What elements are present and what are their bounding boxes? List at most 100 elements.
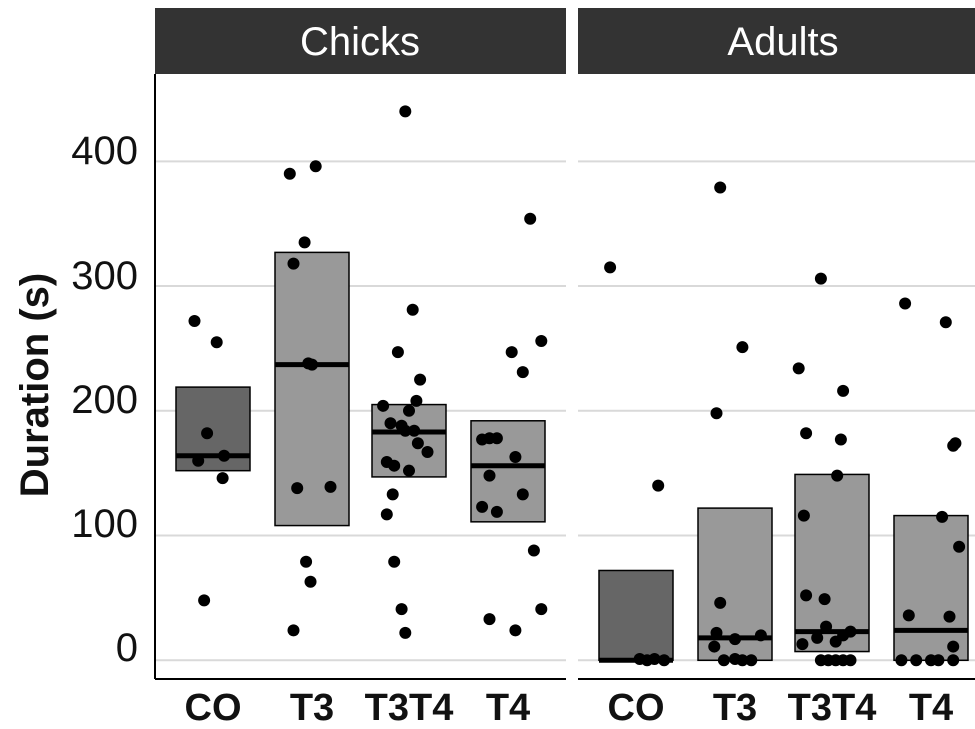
data-point-adults-t3t4-8 — [818, 593, 831, 606]
y-tick-label-300: 300 — [71, 254, 138, 298]
data-point-chicks-t3t4-12 — [421, 445, 434, 458]
box-adults-co — [598, 569, 674, 662]
data-point-adults-t3t4-0 — [814, 272, 827, 285]
x-tick-label-adults-co: CO — [608, 687, 665, 729]
data-point-adults-t3t4-9 — [796, 638, 809, 651]
data-point-adults-t3-9 — [745, 654, 758, 667]
data-point-chicks-t4-14 — [483, 613, 496, 626]
data-point-adults-t3-5 — [710, 626, 723, 639]
data-point-adults-t4-5 — [953, 540, 966, 553]
data-point-chicks-t4-11 — [516, 488, 529, 501]
data-point-adults-t3t4-4 — [834, 433, 847, 446]
facet-title-adults: Adults — [727, 20, 838, 64]
data-point-chicks-t4-3 — [516, 366, 529, 379]
data-point-chicks-co-6 — [198, 594, 211, 607]
y-tick-label-100: 100 — [71, 502, 138, 546]
x-ticks-chicks: CO T3 T3T4 T4 — [185, 687, 531, 729]
data-point-chicks-t4-15 — [509, 624, 522, 637]
data-point-chicks-t3t4-16 — [386, 488, 399, 501]
data-point-chicks-t3-3 — [287, 257, 300, 270]
box-adults-t3t4 — [794, 473, 870, 653]
data-point-chicks-t4-12 — [527, 544, 540, 557]
data-point-chicks-t3-1 — [309, 160, 322, 173]
data-point-adults-t3t4-10 — [811, 631, 824, 644]
data-point-adults-t4-3 — [949, 437, 962, 450]
data-point-chicks-t3-2 — [298, 236, 311, 249]
data-point-chicks-t4-0 — [505, 346, 518, 359]
data-point-adults-t3t4-5 — [831, 469, 844, 482]
data-point-chicks-t3t4-5 — [403, 404, 415, 417]
data-point-adults-t4-13 — [925, 654, 937, 667]
data-point-adults-t3-0 — [714, 181, 727, 194]
x-tick-label-adults-t4: T4 — [909, 687, 953, 729]
data-point-adults-t3-10 — [754, 629, 767, 642]
data-point-adults-t3t4-7 — [800, 589, 813, 602]
data-point-chicks-t4-6 — [490, 432, 503, 445]
data-point-adults-t3-8 — [736, 654, 749, 667]
facet-panel-adults: Adults CO T3 T3T4 T4 — [578, 8, 975, 729]
facet-strip-adults — [578, 8, 975, 74]
data-point-chicks-t4-9 — [476, 500, 489, 513]
points-chicks — [188, 105, 548, 639]
data-point-adults-t3t4-2 — [837, 384, 850, 397]
data-point-chicks-t3t4-19 — [395, 603, 408, 616]
boxes-adults — [598, 473, 969, 663]
y-tick-label-0: 0 — [116, 626, 138, 670]
data-point-chicks-co-4 — [218, 449, 231, 462]
data-point-chicks-t3t4-11 — [411, 437, 424, 450]
data-point-adults-t3t4-3 — [800, 427, 813, 440]
data-point-chicks-t3t4-15 — [403, 464, 415, 477]
data-point-adults-t4-8 — [947, 640, 960, 653]
data-point-chicks-t3t4-18 — [388, 555, 401, 568]
box-chicks-t3 — [274, 251, 350, 527]
data-point-adults-co-0 — [604, 261, 617, 274]
x-tick-label-chicks-t4: T4 — [486, 687, 530, 729]
x-ticks-adults: CO T3 T3T4 T4 — [608, 687, 954, 729]
data-point-chicks-t3-9 — [304, 575, 317, 588]
facet-strip-chicks — [155, 8, 566, 74]
data-point-chicks-t3t4-17 — [380, 508, 393, 521]
data-point-adults-co-5 — [658, 654, 671, 667]
data-point-chicks-t3t4-4 — [410, 394, 423, 407]
data-point-chicks-co-1 — [201, 427, 214, 440]
data-point-adults-t3-4 — [708, 640, 721, 653]
data-point-chicks-t3t4-1 — [406, 303, 419, 316]
x-tick-label-chicks-co: CO — [185, 687, 242, 729]
data-point-chicks-t3-0 — [283, 167, 296, 180]
data-point-chicks-t3-10 — [287, 624, 300, 637]
data-point-chicks-t3-7 — [324, 480, 337, 493]
data-point-chicks-t3t4-0 — [399, 105, 412, 118]
data-point-chicks-t3t4-9 — [399, 424, 412, 437]
x-tick-label-chicks-t3t4: T3T4 — [365, 687, 454, 729]
data-point-chicks-t4-13 — [535, 603, 548, 616]
data-point-adults-t3-3 — [714, 596, 727, 609]
x-tick-label-adults-t3: T3 — [713, 687, 757, 729]
x-tick-label-adults-t3t4: T3T4 — [788, 687, 877, 729]
data-point-adults-co-4 — [648, 653, 661, 666]
data-point-chicks-t4-1 — [524, 212, 537, 225]
data-point-adults-t4-10 — [910, 654, 923, 667]
data-point-chicks-t4-10 — [490, 505, 503, 518]
data-point-adults-t4-1 — [939, 316, 952, 329]
data-point-chicks-co-2 — [210, 336, 223, 349]
data-point-chicks-t3t4-7 — [384, 417, 397, 430]
data-point-chicks-t3t4-20 — [399, 626, 412, 639]
data-point-chicks-t4-2 — [535, 334, 548, 347]
x-tick-label-chicks-t3: T3 — [290, 687, 334, 729]
data-point-chicks-t4-8 — [483, 469, 496, 482]
y-tick-label-200: 200 — [71, 378, 138, 422]
data-point-adults-co-1 — [652, 479, 665, 492]
data-point-adults-t3-11 — [729, 633, 741, 646]
data-point-adults-t4-0 — [899, 297, 912, 310]
facet-title-chicks: Chicks — [300, 20, 420, 64]
data-point-chicks-t3t4-14 — [388, 459, 401, 472]
data-point-chicks-t3t4-3 — [377, 399, 390, 412]
data-point-adults-t3t4-19 — [844, 654, 857, 667]
facet-panel-chicks: Chicks CO T3 T3T4 T4 — [154, 8, 566, 729]
y-axis-title: Duration (s) — [13, 273, 57, 497]
data-point-chicks-co-3 — [192, 454, 205, 467]
boxes-chicks — [175, 251, 546, 527]
data-point-chicks-co-0 — [188, 314, 201, 327]
data-point-adults-t4-12 — [947, 654, 960, 667]
data-point-adults-t3t4-1 — [792, 362, 805, 375]
